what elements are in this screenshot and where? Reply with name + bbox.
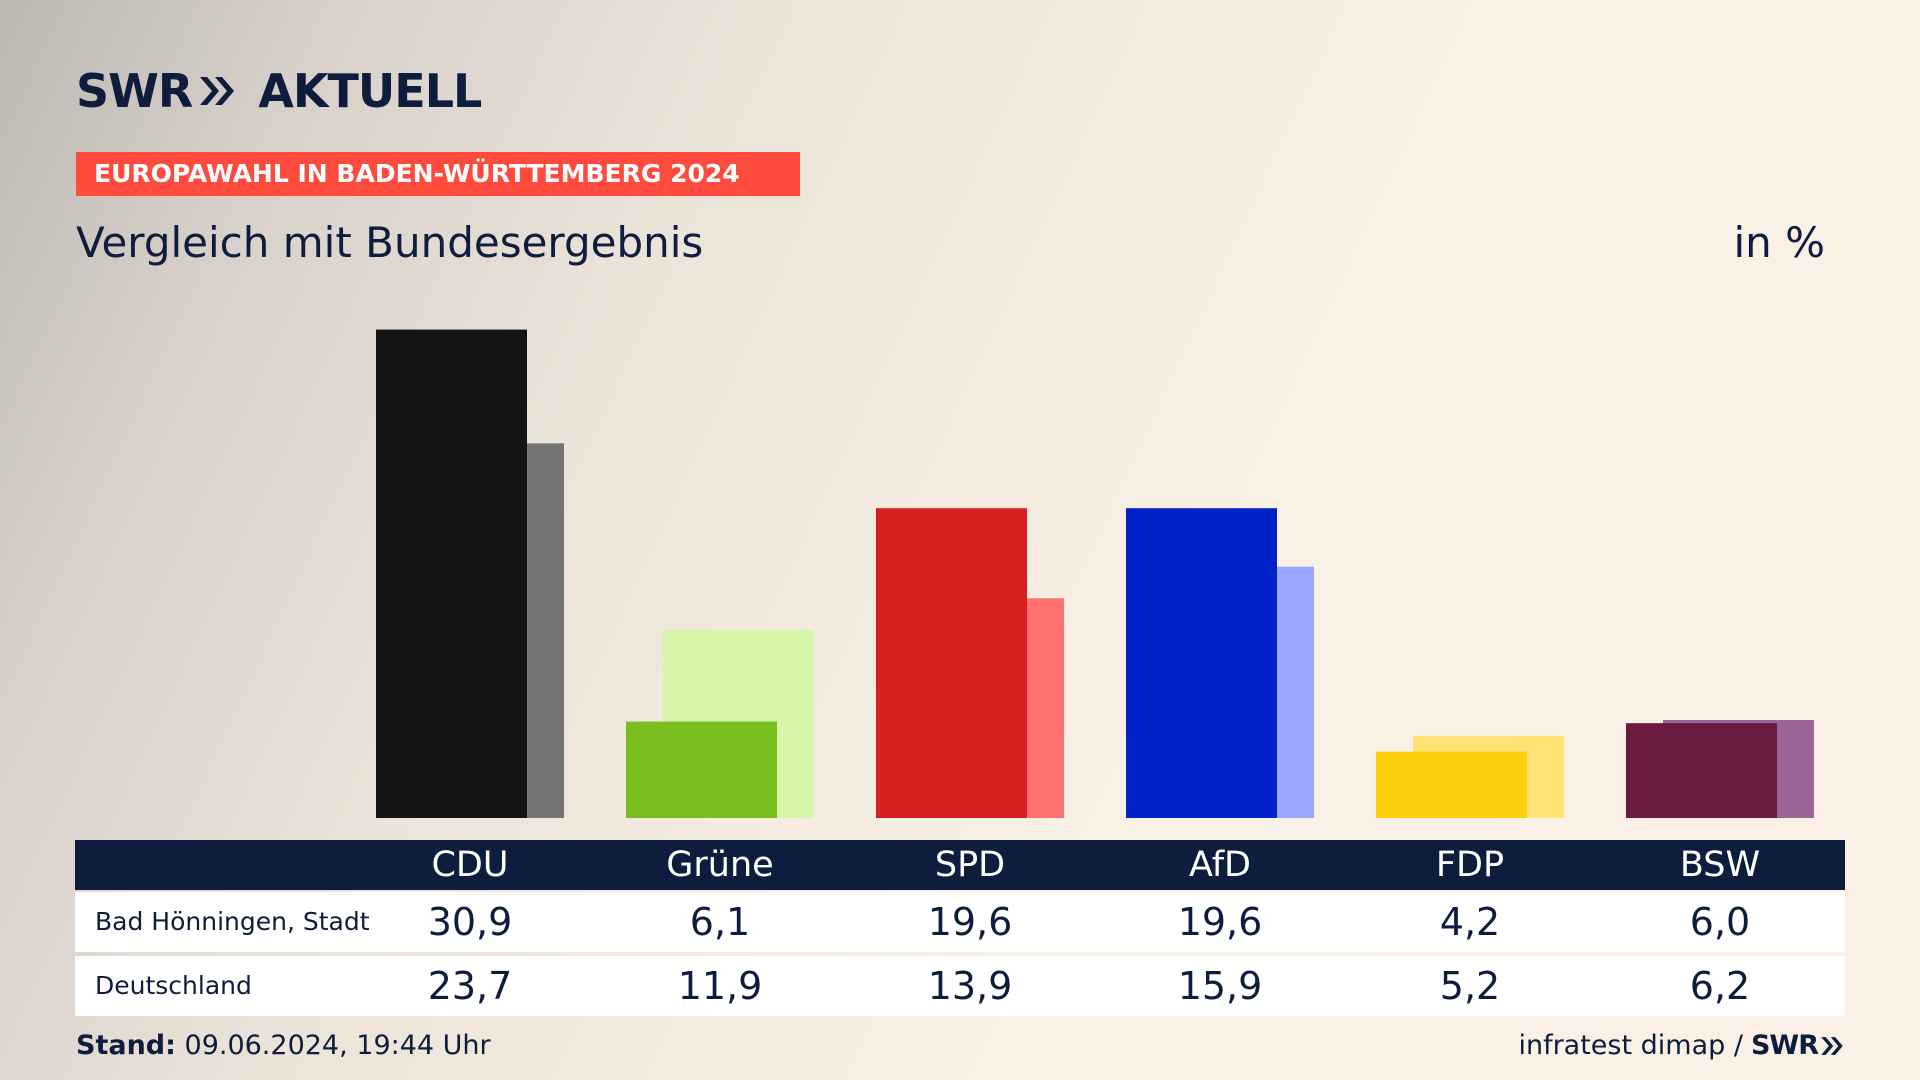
swr-small-logo-text: SWR	[1750, 1030, 1819, 1061]
kicker-banner: EUROPAWAHL IN BADEN-WÜRTTEMBERG 2024	[76, 152, 800, 196]
stand-value: 09.06.2024, 19:44 Uhr	[184, 1030, 491, 1061]
double-chevron-small-icon	[1821, 1036, 1843, 1055]
party-label: SPD	[934, 845, 1006, 885]
value-cell: 6,1	[689, 900, 751, 944]
bar-fdp-local	[1376, 751, 1527, 818]
logo-aktuell-text: AKTUELL	[258, 64, 482, 118]
value-cell: 23,7	[427, 964, 513, 1008]
source-text: infratest dimap /	[1518, 1030, 1743, 1061]
value-cell: 30,9	[427, 900, 513, 944]
bar-cdu-local	[376, 329, 527, 818]
value-cell: 6,0	[1689, 900, 1751, 944]
bar-chart	[376, 329, 1814, 818]
row-label: Bad Hönningen, Stadt	[95, 907, 370, 936]
bar-grüne-local	[626, 721, 777, 818]
logo-swr-text: SWR	[76, 64, 193, 118]
value-cell: 13,9	[927, 964, 1013, 1008]
bar-afd-local	[1126, 508, 1277, 818]
party-header-row: CDU Grüne SPD AfD FDP BSW	[75, 840, 1845, 890]
party-label: CDU	[431, 845, 509, 885]
bar-bsw-local	[1626, 723, 1777, 818]
party-label: Grüne	[666, 845, 774, 885]
party-label: BSW	[1679, 845, 1761, 885]
party-label: FDP	[1435, 845, 1505, 885]
swr-small-logo: SWR	[1751, 1030, 1844, 1061]
source-credit: infratest dimap / SWR	[1518, 1030, 1844, 1061]
page-title: Vergleich mit Bundesergebnis	[76, 218, 704, 267]
bar-spd-local	[876, 508, 1027, 818]
value-cell: 5,2	[1439, 964, 1501, 1008]
value-cell: 4,2	[1439, 900, 1501, 944]
double-chevron-icon	[198, 74, 236, 108]
unit-label: in %	[1733, 218, 1825, 267]
value-cell: 19,6	[1177, 900, 1263, 944]
value-cell: 19,6	[927, 900, 1013, 944]
swr-aktuell-logo: SWR AKTUELL	[76, 64, 482, 118]
table-row: Bad Hönningen, Stadt 30,9 6,1 19,6 19,6 4,2 6…	[75, 892, 1845, 952]
stand-label: Stand:	[76, 1030, 176, 1061]
row-label: Deutschland	[95, 971, 252, 1000]
party-label: AfD	[1189, 845, 1251, 885]
timestamp: Stand: 09.06.2024, 19:44 Uhr	[76, 1030, 491, 1061]
value-cell: 6,2	[1689, 964, 1751, 1008]
value-cell: 11,9	[677, 964, 763, 1008]
table-row: Deutschland 23,7 11,9 13,9 15,9 5,2 6,2	[75, 956, 1845, 1016]
value-cell: 15,9	[1177, 964, 1263, 1008]
